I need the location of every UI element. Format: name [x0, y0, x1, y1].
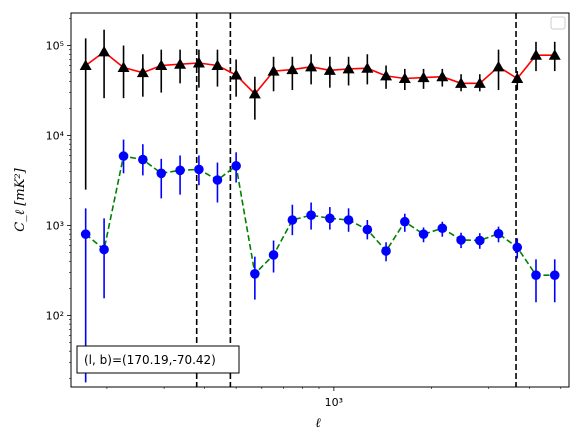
- vertical-dashed-lines: [195, 13, 517, 387]
- series-1-point: [511, 72, 524, 84]
- x-axis-label: ℓ: [315, 416, 321, 431]
- series-1-point: [174, 58, 187, 69]
- series-2-point: [325, 213, 335, 224]
- series-2-point: [493, 228, 504, 239]
- series-1-point: [398, 72, 411, 84]
- x-tick-label: 10³: [325, 396, 343, 409]
- series-1-point: [192, 56, 205, 68]
- annotation-text: (l, b)=(170.19,-70.42): [84, 353, 216, 367]
- series-2-point: [531, 270, 541, 280]
- series-1-point: [117, 61, 130, 72]
- series-1-point: [455, 77, 468, 88]
- series-2-point: [306, 210, 316, 221]
- axis-ticks: 10² 10³ 10⁴ 10⁵ 10³: [46, 18, 562, 409]
- series-1-point: [286, 63, 299, 75]
- plot-area: [71, 13, 569, 387]
- series-2-point: [118, 151, 129, 161]
- series-1-point: [529, 49, 542, 60]
- y-tick-label: 10²: [46, 309, 64, 322]
- series-1-point: [98, 45, 111, 57]
- series-1-point: [155, 59, 168, 70]
- series-1-point: [342, 62, 355, 74]
- series-1-point: [380, 69, 393, 81]
- series-1-point: [436, 70, 449, 82]
- series-2-point: [400, 216, 410, 227]
- annotation-box: (l, b)=(170.19,-70.42): [76, 345, 240, 374]
- series-1-point: [230, 69, 243, 80]
- series-2-point: [437, 223, 448, 234]
- series-2-point: [99, 244, 109, 255]
- series-1-point: [548, 49, 561, 60]
- y-axis-label: C_ℓ [mK²]: [13, 167, 28, 231]
- plot-frame: [70, 12, 570, 388]
- y-tick-label: 10⁴: [46, 129, 65, 142]
- series-1-point: [136, 66, 149, 78]
- series-2-point: [80, 229, 91, 239]
- series-2-point: [456, 235, 466, 245]
- series-2-point: [212, 175, 223, 185]
- series-1-point: [417, 71, 430, 83]
- series-1-point: [267, 65, 280, 76]
- series-2-point: [474, 235, 485, 246]
- series-1-point: [248, 87, 261, 99]
- legend-box: [550, 16, 566, 30]
- series-2-point: [381, 246, 391, 256]
- data-markers: [79, 45, 561, 280]
- series-2-point: [549, 270, 560, 280]
- series-2-point: [362, 224, 373, 235]
- series-2-point: [343, 215, 354, 225]
- series-2-point: [194, 164, 204, 175]
- series-1-point: [79, 59, 92, 70]
- series-2-point: [138, 154, 148, 165]
- series-1-point: [473, 77, 486, 88]
- series-2-point: [268, 250, 279, 260]
- y-tick-label: 10³: [46, 219, 64, 232]
- series-2-point: [418, 229, 429, 239]
- series-2-point: [512, 242, 523, 253]
- series-1-point: [323, 64, 336, 75]
- series-2-point: [156, 168, 167, 179]
- series-2-point: [175, 165, 185, 176]
- series-1-point: [211, 59, 224, 70]
- y-tick-label: 10⁵: [46, 40, 64, 53]
- series-1-point: [305, 60, 318, 72]
- series-1-point: [361, 62, 374, 73]
- series-2-point: [287, 215, 298, 225]
- series-2-point: [250, 269, 260, 279]
- series-2-point: [231, 161, 241, 171]
- series-1-point: [492, 60, 505, 72]
